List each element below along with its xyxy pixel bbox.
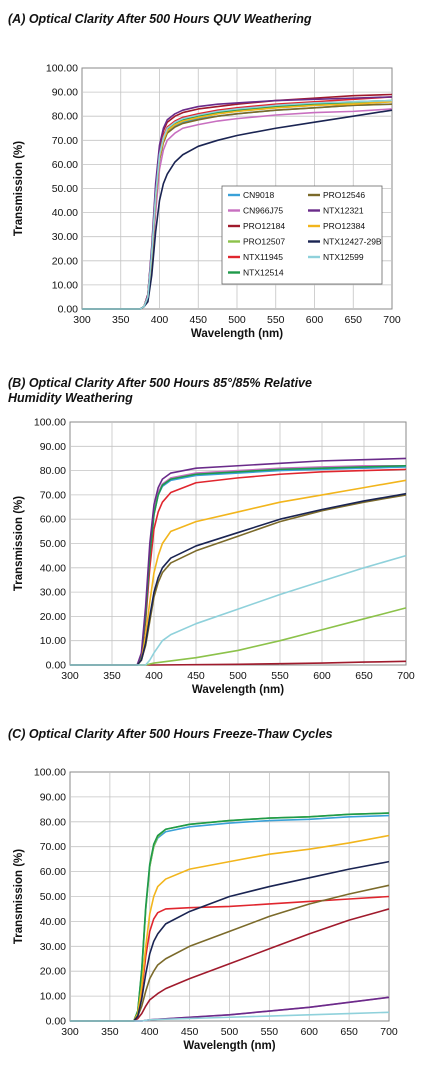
y-tick-label: 20.00 — [40, 611, 66, 623]
legend-entry: NTX12599 — [323, 252, 364, 262]
y-tick-label: 20.00 — [40, 966, 66, 978]
y-tick-label: 70.00 — [40, 841, 66, 853]
chart-title-c: (C) Optical Clarity After 500 Hours Free… — [8, 727, 333, 741]
y-tick-label: 10.00 — [52, 279, 78, 291]
x-tick-label: 650 — [340, 1026, 358, 1038]
y-tick-label: 50.00 — [40, 538, 66, 550]
y-tick-label: 0.00 — [58, 304, 79, 316]
x-tick-label: 350 — [101, 1026, 119, 1038]
y-tick-label: 60.00 — [40, 514, 66, 526]
y-tick-label: 60.00 — [40, 866, 66, 878]
y-tick-label: 100.00 — [34, 417, 66, 429]
x-tick-label: 400 — [145, 670, 163, 682]
x-axis-label: Wavelength (nm) — [192, 684, 284, 696]
legend-entry: NTX12514 — [243, 268, 284, 278]
y-axis-label: Transmission (%) — [13, 141, 25, 236]
x-tick-label: 350 — [103, 670, 121, 682]
series-line — [70, 812, 390, 1022]
series-line — [70, 860, 390, 1022]
y-tick-label: 40.00 — [52, 207, 78, 219]
legend-entry: PRO12546 — [323, 190, 365, 200]
x-tick-label: 450 — [187, 670, 205, 682]
chart-title-b: (B) Optical Clarity After 500 Hours 85°/… — [8, 376, 312, 405]
x-tick-label: 600 — [313, 670, 331, 682]
y-tick-label: 90.00 — [52, 87, 78, 99]
x-tick-label: 450 — [181, 1026, 199, 1038]
x-tick-label: 550 — [271, 670, 289, 682]
series-line — [70, 457, 407, 666]
x-tick-label: 350 — [112, 314, 130, 326]
y-tick-label: 80.00 — [40, 816, 66, 828]
series-line — [70, 908, 390, 1022]
x-tick-label: 650 — [355, 670, 373, 682]
x-tick-label: 700 — [383, 314, 401, 326]
y-tick-label: 80.00 — [40, 465, 66, 477]
y-tick-label: 100.00 — [34, 767, 66, 779]
chart-c: 300 350 400 450 500 550 600 650 700 0.00 10.00 20.0… — [13, 767, 398, 1053]
y-tick-label: 30.00 — [40, 941, 66, 953]
legend-entry: PRO12184 — [243, 221, 285, 231]
y-tick-label: 50.00 — [52, 183, 78, 195]
y-tick-label: 30.00 — [52, 231, 78, 243]
y-tick-label: 0.00 — [46, 660, 67, 672]
x-tick-label: 600 — [306, 314, 324, 326]
x-tick-label: 550 — [267, 314, 285, 326]
x-tick-label: 300 — [61, 1026, 79, 1038]
series-line — [70, 554, 407, 666]
series-line — [70, 834, 390, 1022]
series-line — [70, 492, 407, 666]
y-tick-label: 90.00 — [40, 791, 66, 803]
x-axis-label: Wavelength (nm) — [183, 1040, 275, 1052]
y-tick-label: 30.00 — [40, 587, 66, 599]
x-tick-label: 700 — [397, 670, 415, 682]
series-line — [82, 99, 393, 310]
y-tick-label: 40.00 — [40, 562, 66, 574]
x-axis-label: Wavelength (nm) — [191, 328, 283, 340]
series-line — [70, 607, 407, 666]
y-tick-label: 90.00 — [40, 441, 66, 453]
legend-entry: CN9018 — [243, 190, 274, 200]
x-tick-label: 400 — [151, 314, 169, 326]
legend-entry: PRO12507 — [243, 237, 285, 247]
x-tick-label: 450 — [189, 314, 207, 326]
y-tick-label: 60.00 — [52, 159, 78, 171]
legend-entry: NTX11945 — [243, 252, 283, 262]
chart-a: 300 350 400 450 500 550 600 650 700 0.00 10.00 20.0… — [13, 63, 401, 341]
legend-entry: NTX12321 — [323, 206, 364, 216]
y-axis-label: Transmission (%) — [13, 849, 25, 944]
y-tick-label: 10.00 — [40, 991, 66, 1003]
x-tick-label: 500 — [221, 1026, 239, 1038]
x-tick-label: 700 — [380, 1026, 398, 1038]
y-tick-label: 50.00 — [40, 891, 66, 903]
y-tick-label: 0.00 — [46, 1016, 67, 1028]
y-tick-label: 80.00 — [52, 111, 78, 123]
y-tick-label: 70.00 — [52, 135, 78, 147]
x-tick-label: 600 — [300, 1026, 318, 1038]
y-tick-label: 20.00 — [52, 255, 78, 267]
x-tick-label: 300 — [73, 314, 91, 326]
y-tick-label: 10.00 — [40, 635, 66, 647]
series-line — [82, 109, 393, 310]
chart-b: 300 350 400 450 500 550 600 650 700 0.00 10.00 20.0… — [13, 417, 415, 697]
y-tick-label: 40.00 — [40, 916, 66, 928]
chart-title-a: (A) Optical Clarity After 500 Hours QUV … — [8, 12, 312, 26]
x-tick-label: 500 — [229, 670, 247, 682]
legend-entry: NTX12427-29B — [323, 237, 382, 247]
legend-entry: PRO12384 — [323, 221, 365, 231]
x-tick-label: 500 — [228, 314, 246, 326]
x-tick-label: 300 — [61, 670, 79, 682]
y-axis-label: Transmission (%) — [13, 496, 25, 591]
x-tick-label: 400 — [141, 1026, 159, 1038]
series-line — [70, 1011, 390, 1022]
legend-box — [221, 185, 383, 285]
x-tick-label: 550 — [261, 1026, 279, 1038]
legend-entry: CN966J75 — [243, 206, 283, 216]
y-tick-label: 100.00 — [46, 63, 78, 75]
x-tick-label: 650 — [344, 314, 362, 326]
y-tick-label: 70.00 — [40, 489, 66, 501]
